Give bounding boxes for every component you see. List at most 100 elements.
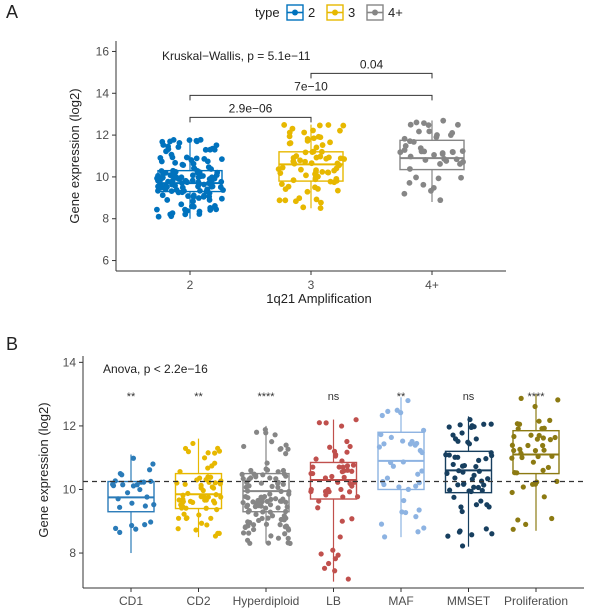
data-point bbox=[277, 498, 284, 504]
data-point bbox=[189, 172, 196, 179]
data-point bbox=[334, 187, 341, 194]
data-point bbox=[532, 448, 539, 454]
data-point bbox=[439, 151, 446, 157]
data-point bbox=[311, 135, 317, 142]
data-point bbox=[313, 196, 320, 203]
data-point bbox=[207, 146, 214, 153]
data-point bbox=[289, 125, 296, 132]
data-point bbox=[525, 442, 531, 449]
data-point bbox=[253, 511, 259, 518]
legend-entry: 3 bbox=[326, 4, 355, 21]
comparison-p-value: 7e−10 bbox=[294, 79, 328, 93]
data-point bbox=[247, 519, 253, 526]
data-point bbox=[253, 429, 260, 435]
data-point bbox=[475, 484, 481, 491]
data-point bbox=[541, 425, 547, 431]
data-point bbox=[459, 430, 465, 436]
data-point bbox=[304, 136, 311, 142]
data-point bbox=[413, 174, 419, 181]
data-point bbox=[310, 464, 316, 470]
y-tick-label: 14 bbox=[63, 355, 77, 369]
y-tick-label: 12 bbox=[96, 128, 110, 142]
data-point bbox=[273, 476, 279, 482]
data-point bbox=[181, 511, 187, 517]
data-point bbox=[282, 531, 288, 537]
y-tick-label: 8 bbox=[102, 212, 109, 226]
data-point bbox=[509, 489, 515, 496]
data-point bbox=[198, 520, 205, 526]
data-point bbox=[248, 467, 254, 474]
data-point bbox=[175, 189, 182, 196]
data-point bbox=[190, 440, 196, 447]
data-point bbox=[168, 213, 175, 220]
data-point bbox=[405, 397, 411, 404]
data-point bbox=[325, 122, 332, 128]
data-point bbox=[268, 533, 274, 539]
panel-b-test-label: Anova, p < 2.2e−16 bbox=[103, 362, 208, 376]
data-point bbox=[435, 175, 442, 182]
data-point bbox=[552, 434, 558, 441]
legend-title: type bbox=[255, 5, 280, 20]
data-point bbox=[142, 503, 148, 509]
box-iqr bbox=[174, 472, 223, 510]
data-point bbox=[318, 551, 324, 557]
data-point bbox=[206, 197, 213, 203]
data-point bbox=[208, 515, 214, 521]
data-point bbox=[417, 145, 424, 152]
data-point bbox=[117, 529, 123, 535]
data-point bbox=[447, 487, 453, 493]
data-point bbox=[169, 171, 176, 178]
data-point bbox=[449, 148, 456, 155]
data-point bbox=[339, 469, 345, 475]
data-point bbox=[137, 486, 143, 493]
data-point bbox=[134, 482, 140, 488]
data-point bbox=[426, 128, 433, 135]
data-point bbox=[514, 421, 520, 427]
data-point bbox=[416, 507, 422, 513]
data-point bbox=[431, 152, 437, 158]
data-point bbox=[420, 181, 427, 188]
y-tick-label: 10 bbox=[96, 170, 110, 184]
data-point bbox=[178, 174, 185, 181]
data-point bbox=[189, 177, 196, 184]
data-point bbox=[250, 499, 256, 505]
data-point bbox=[437, 197, 444, 204]
data-point bbox=[317, 134, 324, 141]
data-point bbox=[259, 515, 265, 522]
data-point bbox=[175, 526, 181, 532]
data-point bbox=[338, 423, 345, 429]
data-point bbox=[280, 481, 286, 487]
legend-entry-label: 4+ bbox=[388, 5, 403, 20]
data-point bbox=[146, 467, 153, 473]
data-point bbox=[540, 435, 546, 441]
y-tick-label: 12 bbox=[63, 419, 77, 433]
data-point bbox=[554, 478, 560, 484]
data-point bbox=[540, 442, 546, 449]
data-point bbox=[396, 484, 402, 490]
data-point bbox=[269, 513, 276, 519]
data-point bbox=[216, 448, 223, 454]
data-point bbox=[212, 460, 218, 466]
data-point bbox=[258, 480, 264, 486]
data-point bbox=[287, 540, 293, 546]
box-2 bbox=[157, 139, 223, 219]
data-point bbox=[459, 543, 466, 549]
significance-label: ** bbox=[194, 391, 203, 403]
data-point bbox=[312, 184, 318, 191]
data-point bbox=[515, 517, 521, 523]
data-point bbox=[447, 132, 454, 138]
data-point bbox=[450, 461, 456, 468]
data-point bbox=[412, 442, 418, 448]
data-point bbox=[304, 188, 311, 195]
data-point bbox=[110, 481, 116, 488]
data-point bbox=[133, 526, 139, 532]
y-tick-label: 6 bbox=[102, 254, 109, 268]
box-iqr bbox=[399, 139, 465, 171]
data-point bbox=[454, 121, 461, 128]
data-point bbox=[330, 547, 336, 553]
data-point bbox=[269, 439, 275, 445]
data-point bbox=[318, 199, 324, 206]
data-point bbox=[264, 460, 270, 466]
data-point bbox=[483, 456, 489, 462]
data-point bbox=[263, 505, 269, 511]
